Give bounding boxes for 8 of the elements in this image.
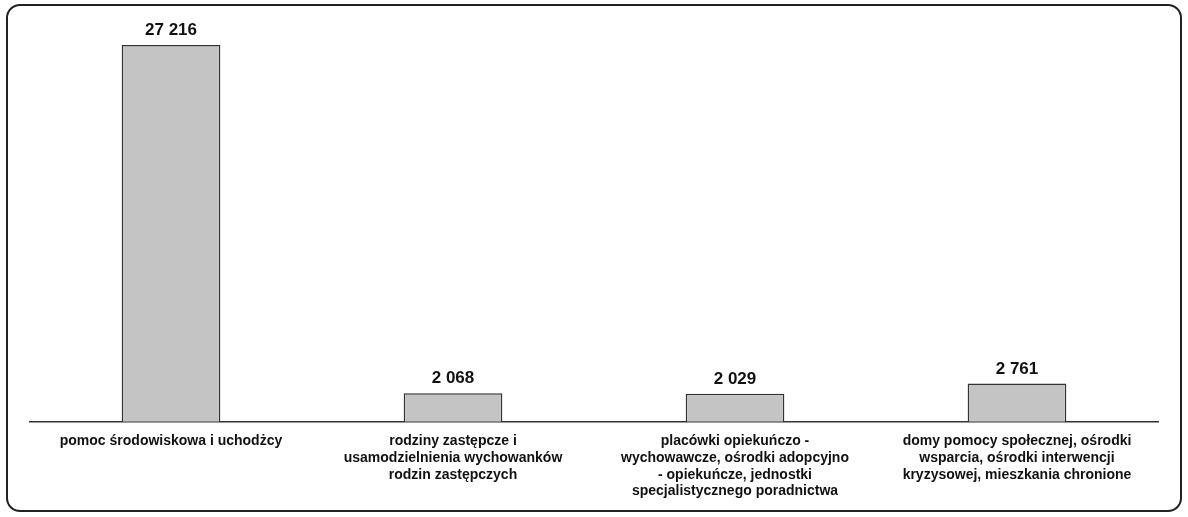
data-label: 27 216 xyxy=(145,20,197,40)
x-tick-label: rodziny zastępcze i usamodzielnienia wychowanków rodzin zastępczych xyxy=(343,432,563,482)
x-tick-label: domy pomocy społecznej, ośrodki wsparcia, ośrodki interwencji kryzysowej, mieszkania chronione xyxy=(902,432,1132,482)
data-label: 2 029 xyxy=(713,368,757,388)
x-tick-label: pomoc środowiskowa i uchodżcy xyxy=(59,432,283,449)
x-tick-label: placówki opiekuńczo - wychowawcze, ośrodki adopcyjno - opiekuńcze, jednostki specjalistycznego poradnictwa xyxy=(620,432,849,499)
data-label: 2 761 xyxy=(995,358,1039,378)
data-label: 2 068 xyxy=(431,368,475,388)
